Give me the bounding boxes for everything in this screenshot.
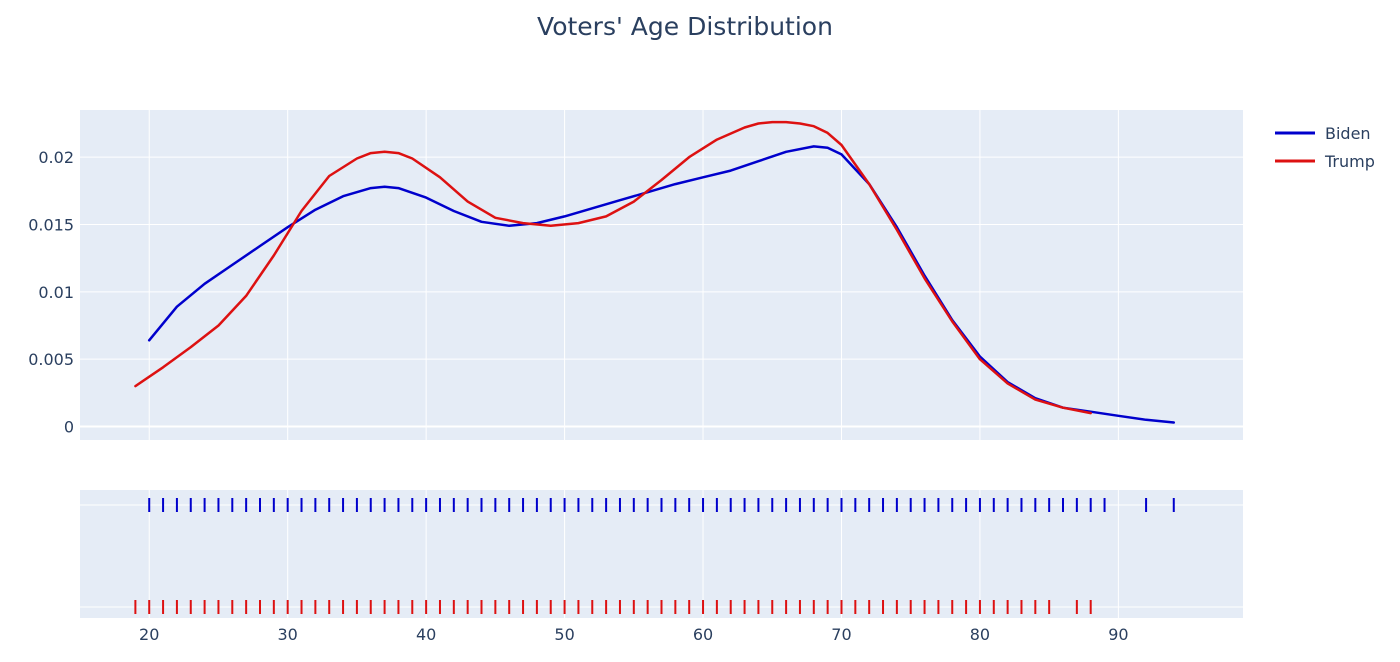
kde-plot-area — [80, 110, 1243, 440]
x-axis-ticks: 20 30 40 50 60 70 80 90 — [139, 625, 1129, 644]
chart-title: Voters' Age Distribution — [537, 12, 833, 41]
x-tick-label: 70 — [831, 625, 851, 644]
y-tick-label: 0.01 — [38, 283, 74, 302]
x-tick-label: 80 — [970, 625, 990, 644]
x-tick-label: 90 — [1108, 625, 1128, 644]
series-line-trump — [134, 120, 1092, 415]
x-tick-label: 60 — [693, 625, 713, 644]
y-axis-ticks: 0 0.005 0.01 0.015 0.02 — [28, 148, 74, 436]
y-tick-label: 0 — [64, 418, 74, 437]
x-tick-label: 40 — [416, 625, 436, 644]
y-tick-label: 0.02 — [38, 148, 74, 167]
legend-item-biden[interactable]: Biden — [1275, 124, 1371, 143]
legend-item-trump[interactable]: Trump — [1275, 152, 1375, 171]
x-tick-label: 20 — [139, 625, 159, 644]
y-tick-label: 0.005 — [28, 350, 74, 369]
x-tick-label: 30 — [277, 625, 297, 644]
legend[interactable]: Biden Trump — [1275, 124, 1375, 171]
legend-label: Biden — [1325, 124, 1371, 143]
density-lines — [134, 120, 1176, 424]
x-tick-label: 50 — [554, 625, 574, 644]
series-line-biden — [147, 145, 1176, 424]
y-tick-label: 0.015 — [28, 215, 74, 234]
legend-label: Trump — [1324, 152, 1375, 171]
rug-marks — [134, 498, 1175, 614]
